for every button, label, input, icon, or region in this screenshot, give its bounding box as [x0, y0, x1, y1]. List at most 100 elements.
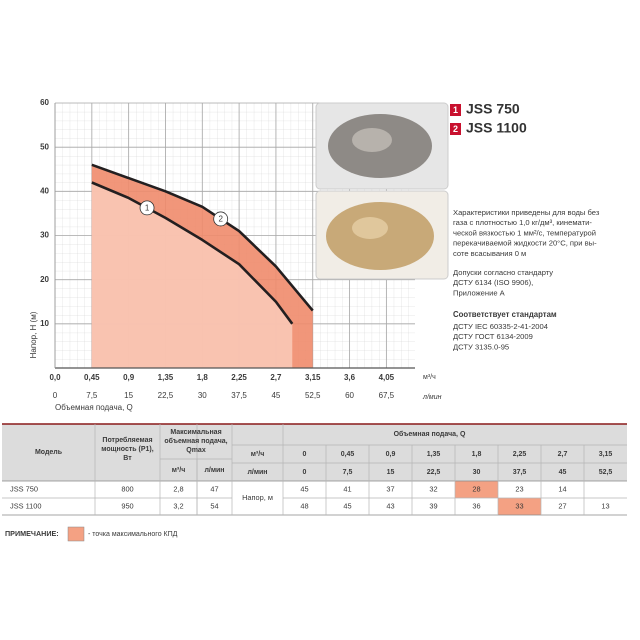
legend-label: JSS 1100: [466, 120, 527, 136]
description-line: перекачиваемой жидкости 20°С, при вы-: [453, 239, 597, 248]
x2-tick-label: 22,5: [158, 391, 174, 400]
header-cell: Qmax: [186, 447, 206, 454]
head-cell: 27: [558, 501, 566, 510]
header-cell: м³/ч: [172, 467, 186, 474]
header-cell: Модель: [35, 449, 63, 456]
curve-marker-label: 2: [218, 215, 223, 224]
header-cell: Потребляемая: [102, 436, 152, 444]
x-tick-label: 1,8: [197, 373, 209, 382]
header-cell: объемная подача,: [164, 437, 227, 445]
description-line: Характеристики приведены для воды без: [453, 208, 600, 217]
tolerance-line: Допуски согласно стандарту: [453, 268, 553, 277]
x2-tick-label: 52,5: [305, 391, 321, 400]
standards-title: Соответствует стандартам: [453, 310, 557, 319]
x2-tick-label: 67,5: [379, 391, 395, 400]
header-cell: 52,5: [599, 469, 613, 476]
curve-marker: [139, 200, 155, 216]
curve: [91, 163, 314, 312]
power-cell: 800: [121, 484, 133, 493]
x-tick-label: 0,0: [49, 373, 61, 382]
x2-tick-label: 0: [53, 391, 58, 400]
x2-unit: л/мин: [422, 394, 442, 401]
header-cell: 22,5: [427, 469, 441, 476]
x-tick-label: 2,25: [231, 373, 247, 382]
description-line: газа с плотностью 1,0 кг/дм³, кинемати-: [453, 218, 592, 227]
header-cell: м³/ч: [251, 451, 265, 458]
qmax-cell: 2,8: [173, 484, 183, 493]
impeller-hub: [352, 128, 392, 152]
head-cell: 13: [601, 501, 609, 510]
header-cell: мощность (Р1),: [101, 446, 153, 453]
header-cell: 37,5: [513, 469, 527, 476]
header-cell: 7,5: [343, 469, 353, 476]
x2-tick-label: 37,5: [231, 391, 247, 400]
table-header-bg: [2, 424, 627, 481]
legend-number: 2: [453, 124, 458, 134]
head-cell: 43: [386, 501, 394, 510]
head-cell: 28: [472, 484, 480, 493]
legend-swatch: [450, 104, 461, 116]
header-cell: 0,9: [386, 451, 396, 458]
curve-marker: [213, 211, 229, 227]
header-cell: 0: [303, 451, 307, 458]
head-cell: 48: [300, 501, 308, 510]
x-tick-label: 0,45: [84, 373, 100, 382]
header-cell: 2,25: [513, 451, 527, 458]
head-cell: 45: [343, 501, 351, 510]
x2-tick-label: 45: [271, 391, 280, 400]
x-axis-label: Объемная подача, Q: [55, 403, 133, 412]
x-tick-label: 0,9: [123, 373, 135, 382]
x-tick-label: 4,05: [379, 373, 395, 382]
standard-line: ДСТУ ГОСТ 6134-2009: [453, 332, 533, 341]
x-tick-label: 1,35: [158, 373, 174, 382]
head-cell: 23: [515, 484, 523, 493]
head-cell: 14: [558, 484, 566, 493]
y-axis-label: Напор, Н (м): [29, 311, 38, 358]
header-cell: л/мин: [204, 467, 224, 474]
legend-swatch: [450, 123, 461, 135]
head-label: Напор, м: [242, 493, 273, 502]
x2-tick-label: 60: [345, 391, 354, 400]
y-tick-label: 20: [40, 275, 49, 284]
head-cell: 36: [472, 501, 480, 510]
legend-number: 1: [453, 105, 458, 115]
tolerance-line: ДСТУ 6134 (ISO 9906),: [453, 278, 533, 287]
power-cell: 950: [121, 501, 133, 510]
header-cell: 2,7: [558, 451, 568, 458]
head-cell: 33: [515, 501, 523, 510]
x-tick-label: 2,7: [270, 373, 282, 382]
header-cell: 15: [387, 469, 395, 476]
header-cell: 1,8: [472, 451, 482, 458]
header-cell: Максимальная: [170, 429, 221, 436]
header-cell: 3,15: [599, 451, 613, 458]
impeller-photos: [315, 102, 449, 280]
impeller-hub: [352, 217, 388, 239]
x-unit: м³/ч: [423, 374, 436, 381]
model-cell: JSS 750: [10, 484, 38, 493]
description-line: ческой вязкостью 1 мм²/с, температурой: [453, 228, 596, 237]
y-tick-label: 10: [40, 319, 49, 328]
description-line: соте всасывания 0 м: [453, 249, 526, 258]
standard-line: ДСТУ IEC 60335-2-41-2004: [453, 322, 548, 331]
note-swatch: [67, 526, 85, 542]
x2-tick-label: 30: [198, 391, 207, 400]
header-cell: 30: [473, 469, 481, 476]
header-cell: Объемная подача, Q: [394, 430, 466, 438]
legend-label: JSS 750: [466, 101, 520, 117]
curve: [91, 181, 294, 325]
header-cell: 1,35: [427, 451, 441, 458]
head-cell: 39: [429, 501, 437, 510]
note-label: ПРИМЕЧАНИЕ:: [5, 529, 59, 538]
curve-marker-label: 1: [145, 204, 150, 213]
head-cell: 37: [386, 484, 394, 493]
header-cell: 0,45: [341, 451, 355, 458]
y-tick-label: 40: [40, 186, 49, 195]
max-efficiency-cell: [498, 498, 541, 515]
tolerance-line: Приложение А: [453, 288, 506, 297]
x2-tick-label: 15: [124, 391, 133, 400]
max-efficiency-cell: [455, 481, 498, 498]
chart: 12: [54, 102, 415, 369]
x2-tick-label: 7,5: [86, 391, 98, 400]
head-cell: 41: [343, 484, 351, 493]
